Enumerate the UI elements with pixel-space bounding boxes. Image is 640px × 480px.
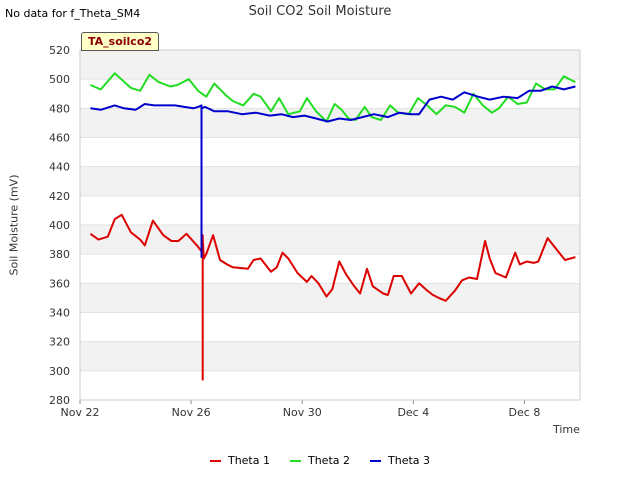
grid-band — [80, 166, 580, 196]
x-tick-label: Nov 26 — [172, 406, 211, 419]
series-line-theta-2 — [90, 72, 576, 123]
y-tick-label: 320 — [49, 336, 70, 349]
x-tick-label: Dec 4 — [397, 406, 429, 419]
grid-band — [80, 50, 580, 80]
y-tick-label: 520 — [49, 44, 70, 57]
grid-band — [80, 341, 580, 371]
y-tick-label: 420 — [49, 190, 70, 203]
y-tick-label: 500 — [49, 73, 70, 86]
series-line-theta-1 — [89, 213, 576, 381]
no-data-note: No data for f_Theta_SM4 — [5, 7, 141, 20]
y-tick-label: 300 — [49, 365, 70, 378]
y-tick-label: 280 — [49, 394, 70, 407]
chart-title: Soil CO2 Soil Moisture — [248, 4, 392, 19]
grid-band — [80, 283, 580, 313]
legend-swatch-theta-3 — [370, 459, 381, 462]
y-axis-label: Soil Moisture (mV) — [7, 174, 21, 276]
site-tag: TA_soilco2 — [81, 32, 160, 51]
legend-item-theta-3[interactable]: Theta 3 — [370, 454, 430, 467]
legend-label-theta-2: Theta 2 — [307, 454, 350, 467]
legend: Theta 1 Theta 2 Theta 3 — [0, 454, 640, 467]
x-tick-label: Nov 22 — [61, 406, 100, 419]
series-line-theta-3 — [90, 85, 576, 259]
plot-frame — [79, 49, 581, 401]
y-tick-label: 360 — [49, 277, 70, 290]
y-tick-label: 480 — [49, 102, 70, 115]
legend-swatch-theta-2 — [289, 459, 301, 462]
legend-item-theta-1[interactable]: Theta 1 — [209, 454, 270, 467]
legend-label-theta-1: Theta 1 — [227, 454, 270, 467]
y-tick-label: 400 — [49, 219, 70, 232]
x-axis-label: Time — [553, 423, 580, 436]
y-tick-label: 340 — [49, 307, 70, 320]
legend-item-theta-2[interactable]: Theta 2 — [289, 454, 350, 467]
y-tick-label: 440 — [49, 161, 70, 174]
legend-label-theta-3: Theta 3 — [388, 454, 431, 467]
y-tick-label: 460 — [49, 132, 70, 145]
x-tick-label: Nov 30 — [283, 406, 322, 419]
legend-swatch-theta-1 — [209, 459, 221, 462]
grid-band — [80, 225, 580, 255]
x-tick-label: Dec 8 — [509, 406, 541, 419]
y-tick-label: 380 — [49, 248, 70, 261]
